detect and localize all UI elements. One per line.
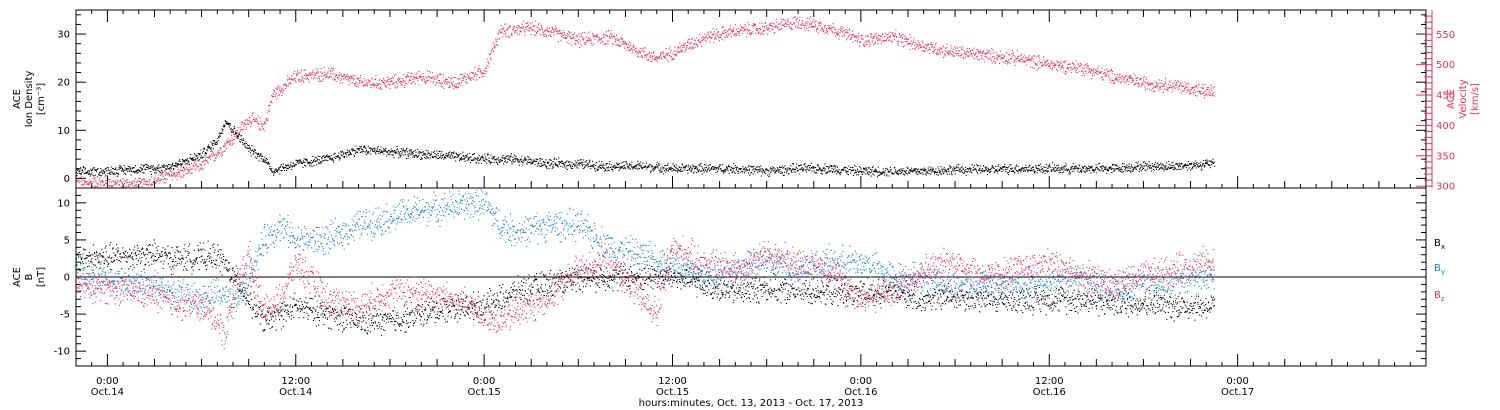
top-right-label-line-2: Velocity — [1458, 79, 1469, 118]
velocity-tick-label: 300 — [1436, 182, 1455, 193]
x-axis-label: hours:minutes, Oct. 13, 2013 - Oct. 17, … — [639, 398, 864, 409]
velocity-tick-label: 450 — [1436, 91, 1455, 102]
legend-bx: Bx — [1434, 238, 1445, 251]
x-tick-time: 0:00 — [1226, 376, 1248, 387]
top-right-label-line-3: [km/s] — [1470, 83, 1481, 115]
legend-bz: Bz — [1434, 290, 1445, 303]
x-tick-date: Oct.16 — [1033, 387, 1066, 398]
top-left-axis-label: ACE Ion Density [cm⁻³] — [12, 71, 47, 128]
top-left-label-line-2: Ion Density — [24, 71, 35, 128]
velocity-tick-label: 500 — [1436, 60, 1455, 71]
bottom-left-axis-label: ACE B [nT] — [12, 267, 47, 287]
x-tick-date: Oct.15 — [656, 387, 689, 398]
top-left-tick-label: 0 — [64, 174, 70, 185]
x-tick-date: Oct.14 — [91, 387, 124, 398]
top-right-axis-label: ACE Velocity [km/s] — [1446, 79, 1481, 118]
series-Bz — [76, 235, 1216, 350]
top-right-axis: 300 350 400 450 500 550 — [1416, 10, 1455, 193]
x-tick-time: 12:00 — [658, 376, 687, 387]
x-tick-date: Oct.15 — [468, 387, 501, 398]
series-Bx — [76, 239, 1216, 336]
x-tick-time: 12:00 — [281, 376, 310, 387]
x-tick-date: Oct.17 — [1221, 387, 1254, 398]
velocity-tick-label: 400 — [1436, 121, 1455, 132]
top-panel-data — [76, 16, 1216, 188]
velocity-tick-label: 350 — [1436, 151, 1455, 162]
x-tick-time: 0:00 — [96, 376, 118, 387]
legend-by: By — [1434, 263, 1445, 276]
x-tick-time: 0:00 — [850, 376, 872, 387]
bottom-left-label-line-3: [nT] — [36, 267, 47, 287]
x-axis: 0:00Oct.1412:00Oct.140:00Oct.1512:00Oct.… — [75, 10, 1427, 398]
top-left-tick-label: 20 — [57, 78, 70, 89]
top-left-tick-label: 30 — [57, 30, 70, 41]
bottom-left-tick-label: 0 — [64, 273, 70, 284]
bottom-left-tick-label: 5 — [64, 235, 70, 246]
x-tick-date: Oct.16 — [844, 387, 877, 398]
b-component-legend: Bx By Bz — [1434, 238, 1445, 303]
x-tick-time: 12:00 — [1035, 376, 1064, 387]
series-right — [76, 16, 1216, 188]
bottom-left-label-line-2: B — [24, 273, 35, 280]
bottom-left-label-line-1: ACE — [12, 267, 23, 287]
bottom-panel-data — [76, 189, 1216, 350]
bottom-left-tick-label: -5 — [60, 310, 70, 321]
bottom-left-tick-label: -10 — [54, 347, 70, 358]
top-panel-frame — [75, 9, 1427, 189]
top-right-label-line-1: ACE — [1446, 89, 1457, 109]
top-left-axis: 0 10 20 30 — [57, 14, 1426, 185]
top-left-label-line-3: [cm⁻³] — [36, 83, 47, 115]
x-tick-date: Oct.14 — [279, 387, 312, 398]
top-left-label-line-1: ACE — [12, 89, 23, 109]
bottom-left-tick-label: 10 — [57, 198, 70, 209]
top-left-tick-label: 10 — [57, 126, 70, 137]
series-left — [76, 120, 1216, 178]
x-tick-time: 0:00 — [473, 376, 495, 387]
velocity-tick-label: 550 — [1436, 30, 1455, 41]
series-By — [76, 189, 1216, 319]
